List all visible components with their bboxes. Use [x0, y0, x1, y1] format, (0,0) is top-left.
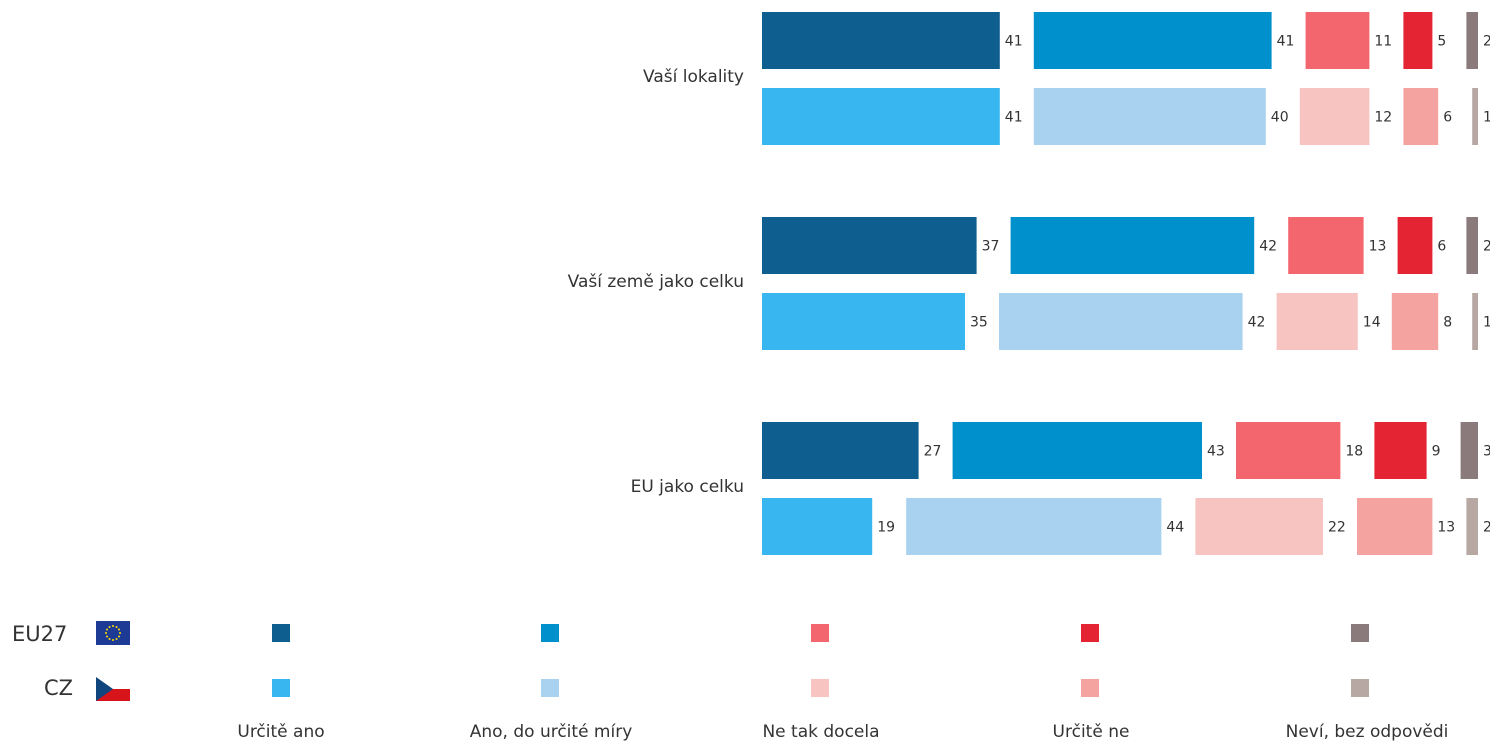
bar-eu27-vasi-zeme-jako-celku-urcite-ne: [1397, 217, 1433, 274]
bar-eu27-vasi-lokality-nevi-bez-odpovedi: [1466, 12, 1478, 69]
bar-cz-vasi-zeme-jako-celku-urcite-ano: [762, 293, 965, 350]
value-label-cz-eu-jako-celku-urcite-ne: 13: [1437, 520, 1455, 536]
bar-cz-vasi-zeme-jako-celku-ne-tak-docela: [1276, 293, 1358, 350]
bar-cz-eu-jako-celku-urcite-ano: [762, 498, 873, 555]
value-label-cz-vasi-zeme-jako-celku-urcite-ano: 35: [970, 315, 988, 331]
value-label-eu27-vasi-zeme-jako-celku-ano-do-urcite-miry: 42: [1259, 239, 1277, 255]
value-label-eu27-vasi-lokality-ne-tak-docela: 11: [1374, 34, 1392, 50]
legend-label-nevi-bez-odpovedi: Neví, bez odpovědi: [1285, 722, 1449, 742]
legend-row-label-eu27: EU27: [12, 622, 68, 646]
value-label-eu27-vasi-zeme-jako-celku-urcite-ne: 6: [1437, 239, 1446, 255]
legend-swatch-eu27-ano-do-urcite-miry: [541, 624, 559, 642]
value-label-eu27-vasi-zeme-jako-celku-urcite-ano: 37: [982, 239, 1000, 255]
value-label-cz-vasi-zeme-jako-celku-nevi-bez-odpovedi: 1: [1483, 315, 1490, 331]
value-label-cz-eu-jako-celku-nevi-bez-odpovedi: 2: [1483, 520, 1490, 536]
bar-cz-vasi-zeme-jako-celku-urcite-ne: [1391, 293, 1439, 350]
bar-eu27-vasi-zeme-jako-celku-ano-do-urcite-miry: [1010, 217, 1255, 274]
bar-eu27-eu-jako-celku-urcite-ne: [1374, 422, 1427, 479]
legend-swatch-cz-urcite-ano: [272, 679, 290, 697]
value-label-cz-vasi-zeme-jako-celku-ano-do-urcite-miry: 42: [1248, 315, 1266, 331]
bar-eu27-vasi-zeme-jako-celku-urcite-ano: [762, 217, 977, 274]
bar-cz-vasi-lokality-nevi-bez-odpovedi: [1472, 88, 1478, 145]
bar-cz-vasi-lokality-urcite-ano: [762, 88, 1000, 145]
value-label-cz-eu-jako-celku-ne-tak-docela: 22: [1328, 520, 1346, 536]
value-label-cz-vasi-lokality-ano-do-urcite-miry: 40: [1271, 110, 1289, 126]
bar-cz-eu-jako-celku-urcite-ne: [1357, 498, 1433, 555]
legend-swatch-eu27-nevi: [1351, 624, 1369, 642]
value-label-cz-eu-jako-celku-ano-do-urcite-miry: 44: [1166, 520, 1184, 536]
legend-row-label-cz: CZ: [44, 676, 74, 700]
value-label-cz-vasi-lokality-urcite-ne: 6: [1443, 110, 1452, 126]
legend-swatch-cz-ano-do-urcite-miry: [541, 679, 559, 697]
category-label-eu-jako-celku: EU jako celku: [631, 477, 744, 497]
eu-flag-icon: [96, 621, 130, 645]
bar-cz-vasi-zeme-jako-celku-nevi-bez-odpovedi: [1472, 293, 1478, 350]
legend-label-urcite-ano: Určitě ano: [237, 722, 325, 742]
value-label-eu27-vasi-zeme-jako-celku-ne-tak-docela: 13: [1369, 239, 1387, 255]
value-label-eu27-vasi-lokality-urcite-ano: 41: [1005, 34, 1023, 50]
value-label-eu27-vasi-lokality-urcite-ne: 5: [1437, 34, 1446, 50]
legend-swatch-cz-nevi: [1351, 679, 1369, 697]
value-label-eu27-eu-jako-celku-urcite-ano: 27: [924, 444, 942, 460]
value-label-cz-vasi-lokality-urcite-ano: 41: [1005, 110, 1023, 126]
value-label-eu27-vasi-lokality-nevi-bez-odpovedi: 2: [1483, 34, 1490, 50]
bar-cz-vasi-lokality-ne-tak-docela: [1299, 88, 1370, 145]
value-label-eu27-vasi-lokality-ano-do-urcite-miry: 41: [1277, 34, 1295, 50]
legend-swatch-eu27-urcite-ano: [272, 624, 290, 642]
legend-swatch-eu27-ne-tak-docela: [811, 624, 829, 642]
value-label-eu27-vasi-zeme-jako-celku-nevi-bez-odpovedi: 2: [1483, 239, 1490, 255]
bar-cz-eu-jako-celku-ano-do-urcite-miry: [906, 498, 1162, 555]
bar-eu27-vasi-lokality-urcite-ne: [1403, 12, 1433, 69]
bar-eu27-eu-jako-celku-urcite-ano: [762, 422, 919, 479]
legend-swatch-cz-urcite-ne: [1081, 679, 1099, 697]
value-label-eu27-eu-jako-celku-ano-do-urcite-miry: 43: [1207, 444, 1225, 460]
legend: EU27 CZ Určitě ano Ano, do určité míry N: [0, 600, 1490, 743]
bar-eu27-eu-jako-celku-ne-tak-docela: [1236, 422, 1341, 479]
bar-cz-vasi-lokality-ano-do-urcite-miry: [1033, 88, 1266, 145]
bar-cz-eu-jako-celku-ne-tak-docela: [1195, 498, 1323, 555]
cz-flag-icon: [96, 677, 130, 701]
bar-eu27-vasi-zeme-jako-celku-nevi-bez-odpovedi: [1466, 217, 1478, 274]
bar-eu27-vasi-zeme-jako-celku-ne-tak-docela: [1288, 217, 1364, 274]
value-label-cz-vasi-zeme-jako-celku-urcite-ne: 8: [1443, 315, 1452, 331]
legend-swatch-cz-ne-tak-docela: [811, 679, 829, 697]
bar-cz-vasi-lokality-urcite-ne: [1403, 88, 1439, 145]
value-label-eu27-eu-jako-celku-ne-tak-docela: 18: [1345, 444, 1363, 460]
bar-eu27-eu-jako-celku-ano-do-urcite-miry: [952, 422, 1202, 479]
legend-label-ne-tak-docela: Ne tak docela: [762, 722, 880, 742]
bar-eu27-vasi-lokality-urcite-ano: [762, 12, 1000, 69]
bar-cz-vasi-zeme-jako-celku-ano-do-urcite-miry: [999, 293, 1243, 350]
value-label-cz-vasi-zeme-jako-celku-ne-tak-docela: 14: [1363, 315, 1381, 331]
bar-eu27-vasi-lokality-ano-do-urcite-miry: [1033, 12, 1272, 69]
bar-cz-eu-jako-celku-nevi-bez-odpovedi: [1466, 498, 1478, 555]
legend-label-urcite-ne: Určitě ne: [1052, 722, 1130, 742]
value-label-eu27-eu-jako-celku-nevi-bez-odpovedi: 3: [1483, 444, 1490, 460]
value-label-cz-vasi-lokality-ne-tak-docela: 12: [1374, 110, 1392, 126]
value-label-cz-vasi-lokality-nevi-bez-odpovedi: 1: [1483, 110, 1490, 126]
bar-eu27-vasi-lokality-ne-tak-docela: [1305, 12, 1370, 69]
category-label-vasi-lokality: Vaší lokality: [643, 67, 744, 87]
category-label-vasi-zeme-jako-celku: Vaší země jako celku: [568, 272, 744, 292]
value-label-eu27-eu-jako-celku-urcite-ne: 9: [1432, 444, 1441, 460]
legend-swatch-eu27-urcite-ne: [1081, 624, 1099, 642]
bar-eu27-eu-jako-celku-nevi-bez-odpovedi: [1460, 422, 1478, 479]
value-label-cz-eu-jako-celku-urcite-ano: 19: [877, 520, 895, 536]
legend-label-ano-do-urcite-miry: Ano, do určité míry: [469, 722, 633, 742]
